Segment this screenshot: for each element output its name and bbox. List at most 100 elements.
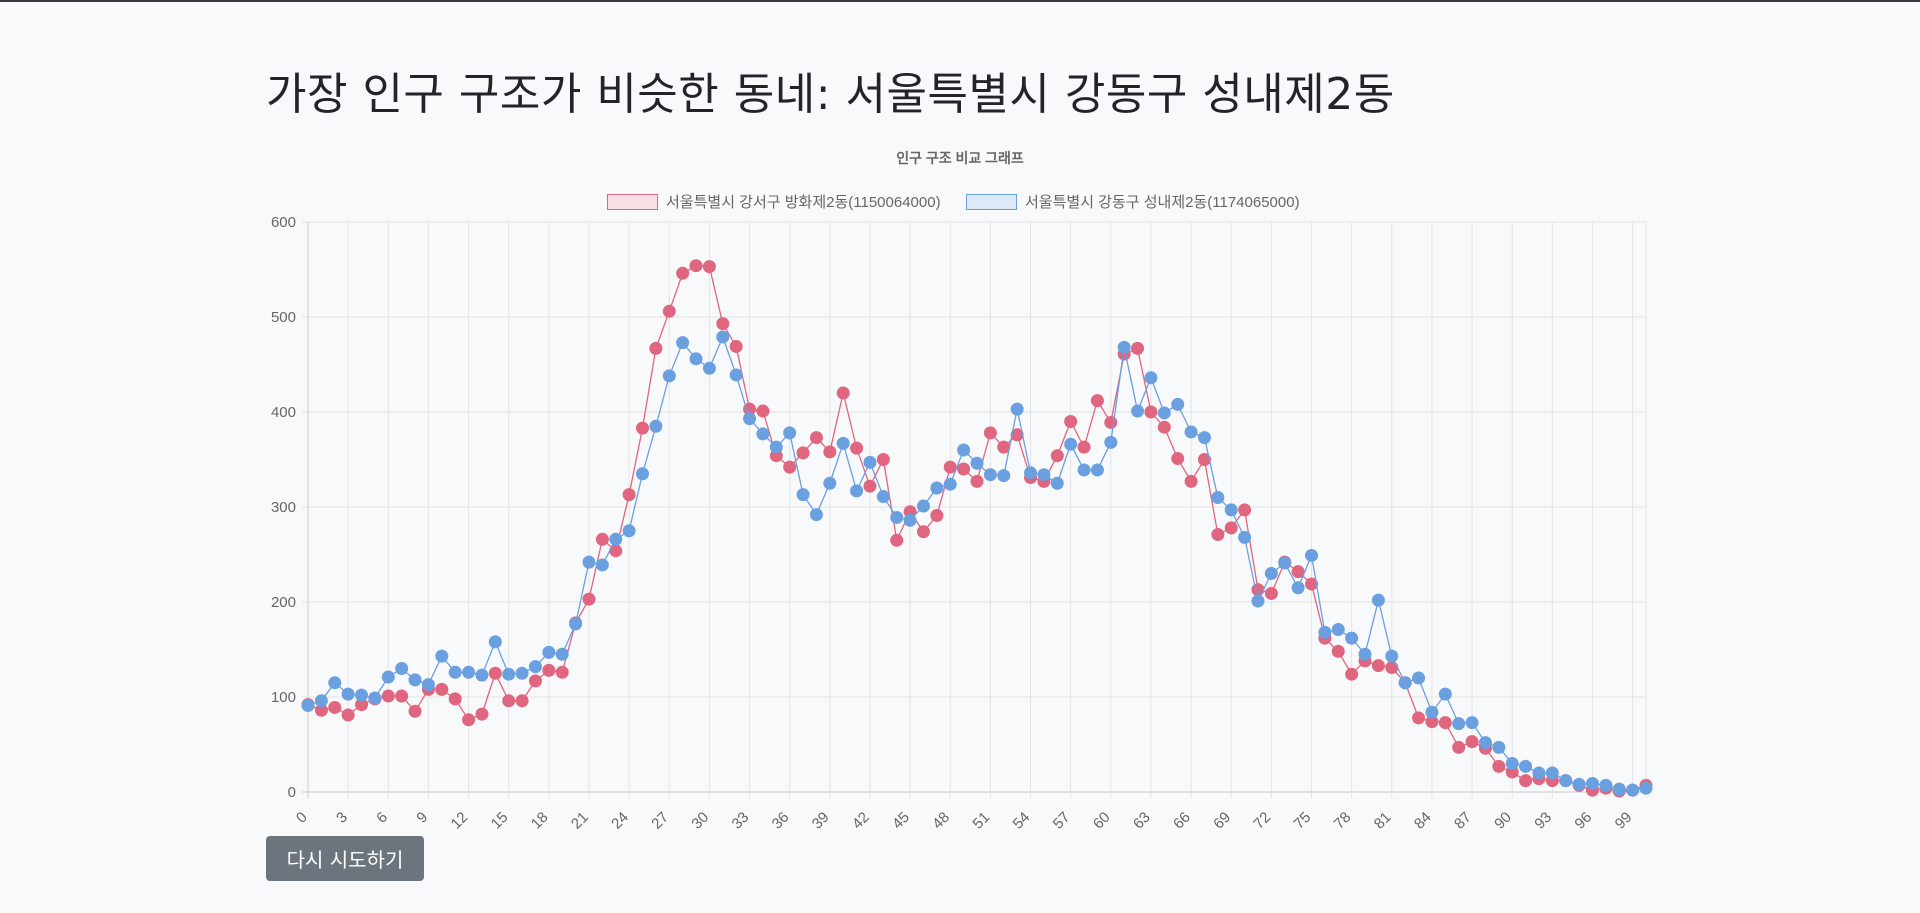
data-point-b [1505, 757, 1519, 770]
legend-label-series-b: 서울특별시 강동구 성내제2동(1174065000) [1025, 194, 1300, 211]
data-point-b [1585, 776, 1599, 790]
data-point-a [502, 694, 516, 708]
data-point-a [649, 341, 663, 355]
data-point-b [622, 524, 636, 538]
data-point-b [716, 330, 730, 344]
data-point-a [622, 488, 636, 502]
data-point-b [582, 555, 596, 569]
data-point-b [381, 670, 395, 684]
data-point-a [1345, 667, 1359, 681]
data-point-b [1131, 404, 1145, 418]
data-point-b [957, 443, 971, 457]
data-point-a [957, 462, 971, 476]
x-tick-label: 78 [1331, 809, 1355, 830]
data-point-a [1452, 740, 1466, 754]
data-point-b [863, 455, 877, 469]
y-axis: 0 100 200 300 400 500 600 [271, 214, 296, 801]
x-tick-label: 87 [1451, 809, 1475, 830]
data-point-a [1104, 415, 1118, 429]
data-point-a [997, 440, 1011, 454]
chart-title: 인구 구조 비교 그래프 [896, 150, 1024, 166]
data-point-a [488, 666, 502, 680]
data-point-b [435, 649, 449, 663]
data-point-a [876, 453, 890, 466]
x-tick-label: 12 [448, 809, 472, 830]
data-point-a [328, 700, 342, 714]
x-tick-label: 0 [293, 809, 311, 827]
x-tick-label: 15 [488, 809, 512, 830]
data-point-a [1519, 774, 1533, 788]
data-point-b [1037, 468, 1051, 482]
data-point-b [1425, 705, 1439, 719]
data-point-a [850, 441, 864, 455]
x-tick-label: 9 [413, 809, 431, 827]
data-point-b [1104, 435, 1118, 449]
x-tick-label: 69 [1210, 809, 1234, 830]
chart-legend[interactable]: 서울특별시 강서구 방화제2동(1150064000) 서울특별시 강동구 성내… [607, 194, 1300, 211]
data-point-a [823, 445, 837, 459]
data-point-a [1064, 415, 1078, 428]
data-point-a [1197, 453, 1211, 466]
data-point-a [863, 479, 877, 493]
y-tick-label: 100 [271, 689, 296, 706]
data-point-b [943, 477, 957, 491]
data-point-a [943, 460, 957, 474]
x-tick-label: 6 [373, 809, 391, 827]
data-point-b [1465, 716, 1479, 730]
data-point-a [408, 704, 422, 718]
data-point-a [1131, 341, 1145, 355]
data-point-a [930, 509, 944, 523]
data-point-b [1626, 783, 1640, 797]
data-point-a [582, 592, 596, 606]
data-point-b [1157, 406, 1171, 420]
data-point-b [1305, 548, 1318, 562]
x-tick-label: 93 [1531, 809, 1555, 830]
data-point-b [475, 668, 489, 682]
x-tick-label: 63 [1130, 809, 1154, 830]
data-point-b [421, 678, 435, 692]
data-point-a [689, 259, 703, 273]
x-tick-label: 39 [809, 809, 833, 830]
x-tick-label: 99 [1612, 809, 1636, 830]
y-tick-label: 600 [271, 214, 296, 231]
x-tick-label: 96 [1571, 809, 1595, 830]
data-point-b [1532, 766, 1546, 780]
data-point-b [903, 513, 917, 527]
data-point-b [502, 667, 516, 681]
data-point-b [1090, 463, 1104, 477]
data-point-b [1264, 567, 1278, 580]
data-point-b [876, 490, 890, 504]
series-a [301, 259, 1653, 798]
x-tick-label: 27 [648, 809, 672, 830]
data-point-b [1452, 717, 1466, 731]
legend-item-series-a[interactable]: 서울특별시 강서구 방화제2동(1150064000) [607, 194, 941, 211]
data-point-b [689, 352, 703, 366]
data-point-b [328, 676, 342, 690]
x-tick-label: 60 [1090, 809, 1114, 830]
retry-button[interactable]: 다시 시도하기 [266, 836, 424, 881]
data-point-a [395, 689, 409, 703]
series-b [301, 330, 1653, 797]
data-point-b [636, 467, 649, 481]
data-point-b [930, 481, 944, 495]
data-point-b [783, 426, 797, 440]
data-point-a [355, 698, 369, 712]
data-point-a [1412, 711, 1426, 725]
data-point-a [983, 426, 997, 440]
data-point-a [1144, 405, 1158, 419]
data-point-b [649, 419, 663, 433]
data-point-b [970, 456, 984, 470]
data-point-b [609, 532, 623, 546]
x-tick-label: 45 [889, 809, 913, 830]
data-point-b [1519, 759, 1533, 773]
legend-item-series-b[interactable]: 서울특별시 강동구 성내제2동(1174065000) [966, 194, 1300, 211]
data-point-a [1438, 716, 1452, 730]
data-point-b [1117, 340, 1131, 354]
data-point-b [448, 665, 462, 679]
data-point-b [368, 691, 382, 705]
data-point-a [1251, 583, 1265, 597]
data-point-a [783, 460, 797, 474]
data-point-b [1612, 782, 1626, 796]
data-point-b [1345, 631, 1359, 645]
y-tick-label: 300 [271, 499, 296, 516]
